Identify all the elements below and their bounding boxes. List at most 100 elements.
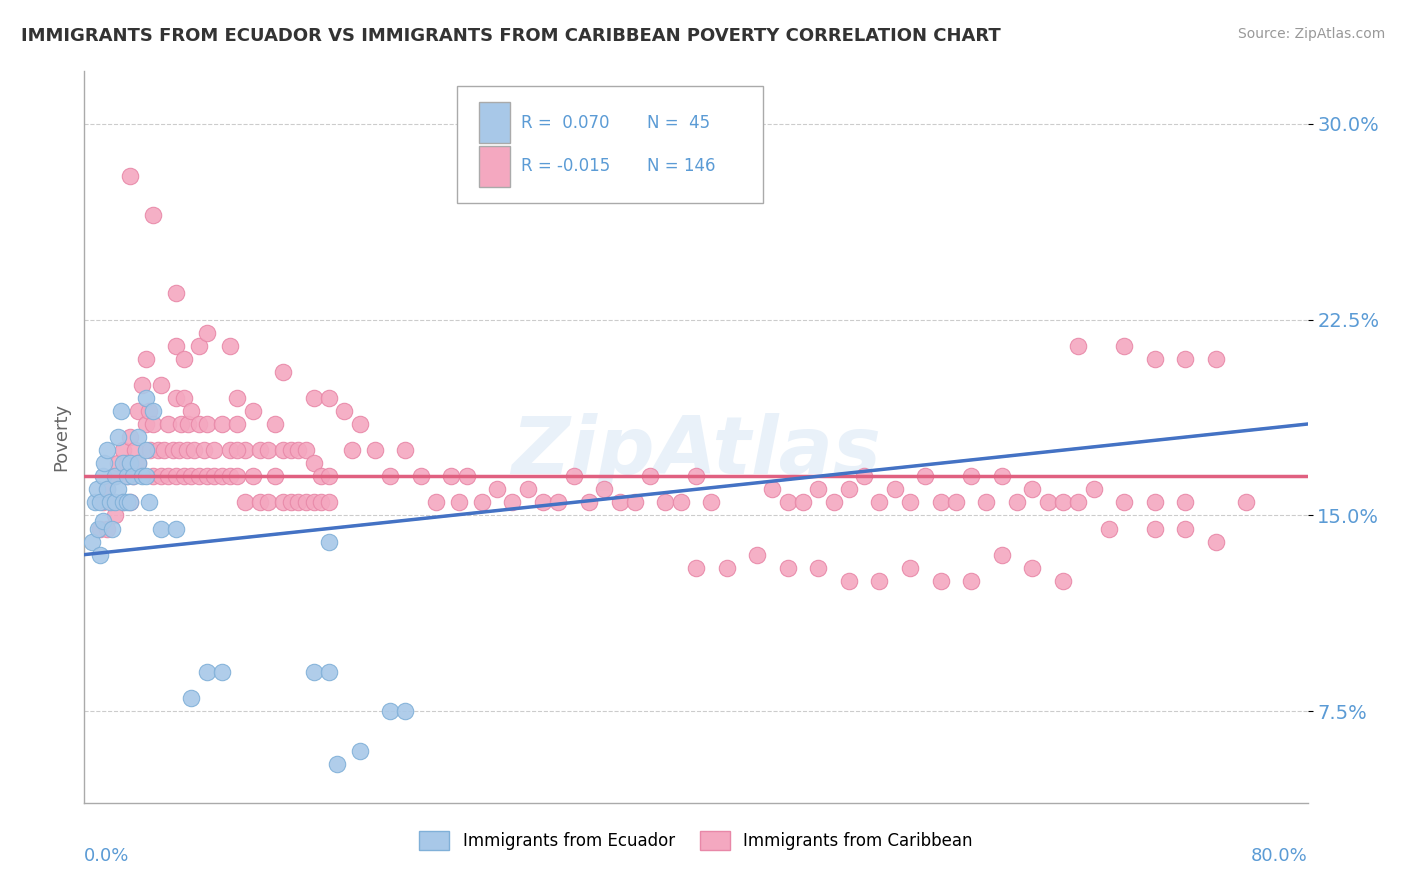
Point [86,483,108,497]
Point [202,443,225,458]
Point [302,456,325,470]
Point [264,469,287,483]
Point [1067,338,1090,352]
Point [440,469,463,483]
Point [120,169,142,183]
Point [157,417,180,431]
Point [233,443,256,458]
Point [165,338,187,352]
Point [131,377,153,392]
Point [242,469,264,483]
Point [202,469,225,483]
Point [1083,483,1105,497]
Point [340,443,363,458]
Point [654,495,676,509]
Point [104,495,127,509]
Point [218,338,240,352]
Point [104,469,127,483]
Point [333,404,356,418]
Point [1143,495,1166,509]
Point [93,456,115,470]
Point [135,443,157,458]
Point [226,417,249,431]
Point [1205,534,1227,549]
Point [110,404,132,418]
Point [211,665,233,680]
Point [945,495,967,509]
Point [249,443,271,458]
Point [226,443,249,458]
Point [295,495,318,509]
Point [167,443,190,458]
Point [124,443,146,458]
Point [409,469,432,483]
Point [325,756,347,771]
Point [516,483,538,497]
Point [115,469,138,483]
Point [146,443,169,458]
Point [776,560,799,574]
Point [1143,521,1166,535]
Point [149,469,172,483]
Point [165,521,187,535]
Point [165,286,187,301]
Point [180,469,202,483]
Point [149,377,172,392]
Point [1021,560,1043,574]
Point [1114,338,1136,352]
Point [226,391,249,405]
Point [1236,495,1258,509]
Point [115,469,138,483]
Point [91,469,114,483]
Point [180,691,202,706]
Point [311,495,333,509]
Point [115,456,138,470]
Point [869,495,891,509]
Point [180,404,202,418]
Point [111,443,134,458]
Point [87,521,110,535]
Point [898,560,921,574]
Point [111,456,134,470]
Point [838,574,860,588]
Point [120,430,142,444]
Point [89,495,111,509]
Point [280,443,302,458]
Point [776,495,799,509]
Point [716,560,738,574]
Point [287,443,309,458]
Point [502,495,524,509]
Point [176,443,198,458]
Point [218,469,240,483]
Point [747,548,769,562]
Point [249,495,271,509]
Point [271,495,294,509]
Point [91,495,114,509]
Point [394,443,416,458]
Point [111,495,134,509]
Point [547,495,569,509]
Text: Source: ZipAtlas.com: Source: ZipAtlas.com [1237,27,1385,41]
Point [380,469,402,483]
Point [122,469,145,483]
Point [638,469,661,483]
Point [142,404,165,418]
Point [1098,521,1121,535]
Point [195,417,218,431]
Point [914,469,936,483]
Point [883,483,905,497]
Point [456,469,478,483]
Point [107,456,129,470]
Point [96,443,118,458]
FancyBboxPatch shape [457,86,763,203]
Text: R =  0.070: R = 0.070 [522,113,610,131]
Point [929,574,952,588]
Point [127,404,149,418]
Y-axis label: Poverty: Poverty [52,403,70,471]
Point [135,417,157,431]
Point [157,469,180,483]
Point [807,560,830,574]
Point [1174,351,1197,366]
Text: N = 146: N = 146 [647,158,716,176]
Point [838,483,860,497]
